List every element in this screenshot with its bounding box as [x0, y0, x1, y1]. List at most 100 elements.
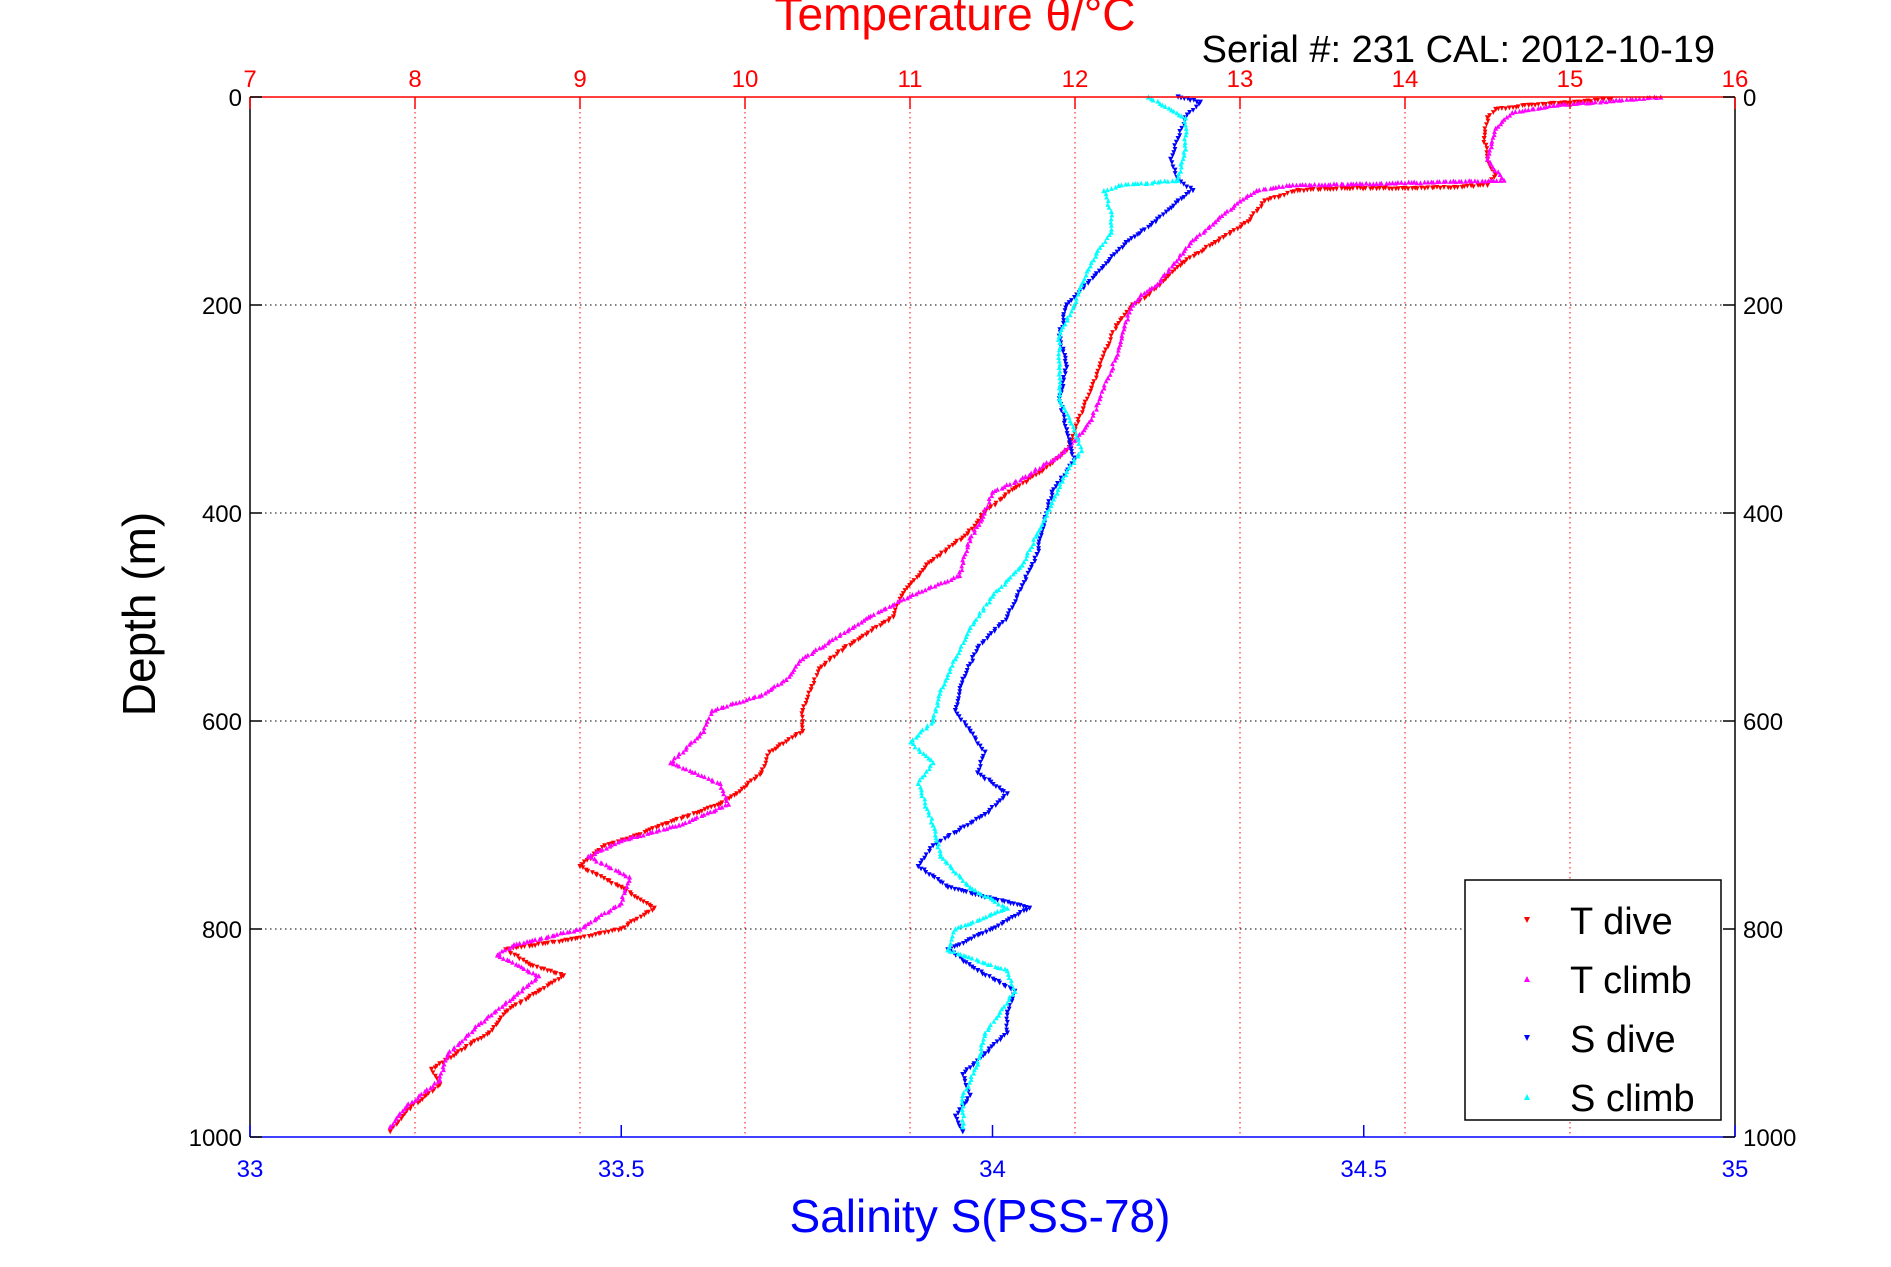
data-point	[1144, 288, 1150, 294]
data-point	[1561, 101, 1567, 107]
data-point	[1012, 988, 1018, 994]
data-point	[1402, 180, 1408, 186]
data-point	[1044, 509, 1050, 515]
data-point	[817, 645, 822, 651]
data-point	[952, 708, 958, 714]
data-point	[923, 869, 929, 875]
data-point	[435, 1078, 441, 1084]
data-point	[606, 929, 611, 935]
data-point	[1155, 98, 1161, 104]
data-point	[723, 802, 728, 808]
data-point	[809, 684, 815, 689]
data-point	[805, 694, 811, 700]
data-point	[536, 988, 542, 994]
data-point	[611, 905, 616, 911]
data-point	[1101, 382, 1107, 388]
data-point	[1475, 183, 1481, 188]
data-point	[1086, 392, 1092, 398]
data-point	[998, 1037, 1003, 1043]
data-point	[1441, 179, 1447, 184]
data-point	[468, 1042, 474, 1048]
data-point	[1172, 143, 1177, 149]
data-point	[945, 834, 951, 840]
data-point	[1201, 229, 1207, 235]
data-point	[1107, 372, 1113, 377]
data-point	[976, 1055, 982, 1060]
data-point	[1339, 186, 1345, 192]
data-point	[1155, 179, 1161, 185]
data-point	[1120, 245, 1125, 251]
data-point	[822, 662, 828, 668]
data-point	[1154, 216, 1160, 222]
data-point	[907, 593, 913, 599]
data-point	[825, 640, 831, 646]
data-point	[952, 1113, 958, 1119]
data-point	[1001, 1032, 1007, 1038]
data-point	[1125, 316, 1131, 322]
data-point	[996, 785, 1002, 791]
data-point	[841, 645, 847, 651]
data-point	[501, 1012, 507, 1018]
data-point	[462, 1035, 468, 1041]
data-point	[1066, 465, 1072, 471]
data-point	[956, 692, 962, 698]
data-point	[1529, 106, 1535, 112]
data-point	[956, 650, 962, 656]
data-point	[1182, 122, 1188, 128]
data-point	[986, 496, 992, 501]
data-point	[622, 890, 628, 896]
data-point	[1152, 283, 1158, 289]
data-point	[585, 868, 591, 874]
data-point	[1463, 178, 1468, 184]
data-point	[922, 772, 927, 778]
data-point	[778, 680, 784, 686]
data-point	[995, 923, 1001, 929]
data-point	[919, 790, 924, 796]
data-point	[783, 739, 789, 745]
data-point	[1008, 978, 1014, 983]
data-point	[430, 1070, 436, 1076]
data-point	[607, 843, 613, 849]
data-point	[916, 589, 922, 595]
data-point	[974, 649, 979, 654]
data-point	[520, 957, 526, 963]
data-point	[932, 826, 938, 831]
data-point	[978, 1046, 984, 1051]
data-point	[927, 848, 932, 854]
data-point	[1354, 185, 1360, 191]
data-point	[1105, 375, 1111, 381]
data-point	[626, 874, 633, 880]
data-point	[1062, 358, 1068, 364]
data-point	[955, 698, 961, 704]
data-point	[1281, 192, 1287, 198]
data-point	[1119, 333, 1125, 338]
data-point	[1057, 388, 1063, 394]
data-point	[1006, 1006, 1012, 1012]
legend-label: S dive	[1570, 1019, 1676, 1061]
data-point	[719, 804, 725, 810]
data-point	[1191, 97, 1197, 103]
data-point	[1176, 171, 1182, 177]
data-point	[1248, 192, 1254, 197]
data-point	[1437, 185, 1443, 191]
data-point	[1060, 320, 1066, 326]
data-point	[1199, 249, 1205, 255]
data-point	[640, 899, 646, 905]
data-point	[970, 658, 976, 664]
data-point	[1061, 377, 1067, 383]
data-point	[513, 1002, 519, 1008]
data-point	[1097, 361, 1103, 367]
data-point	[909, 580, 915, 586]
data-point	[517, 940, 523, 946]
data-point	[1112, 357, 1118, 363]
data-point	[1070, 305, 1076, 311]
data-point	[1004, 482, 1010, 488]
data-point	[556, 939, 562, 945]
data-point	[1068, 446, 1074, 452]
data-point	[1187, 98, 1193, 103]
data-point	[933, 708, 939, 714]
data-point	[676, 822, 682, 828]
data-point	[404, 1103, 410, 1109]
data-point	[1103, 261, 1109, 267]
data-point	[721, 791, 726, 797]
